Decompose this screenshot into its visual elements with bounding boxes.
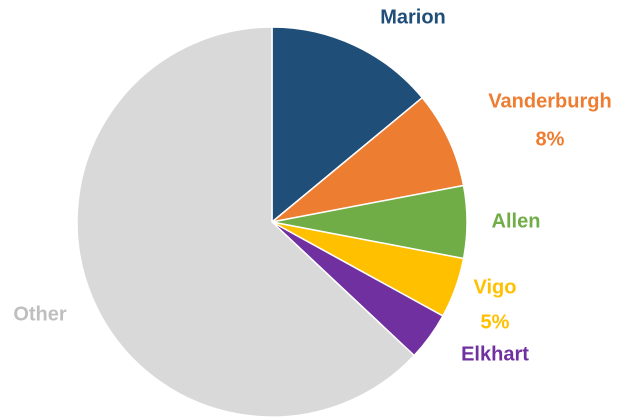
slice-label: Marion: [380, 6, 446, 28]
pie-slice: [76, 26, 416, 418]
pie-slice: [271, 96, 465, 223]
value-label: 5%: [481, 311, 510, 333]
pie-slice: [271, 26, 424, 224]
slice-label: Other: [13, 303, 67, 325]
slice-label: Allen: [492, 210, 541, 232]
value-label: 8%: [536, 128, 565, 150]
slice-label: Vigo: [474, 276, 517, 298]
slice-label: Vanderburgh: [488, 90, 611, 112]
slice-label: Elkhart: [461, 343, 529, 365]
